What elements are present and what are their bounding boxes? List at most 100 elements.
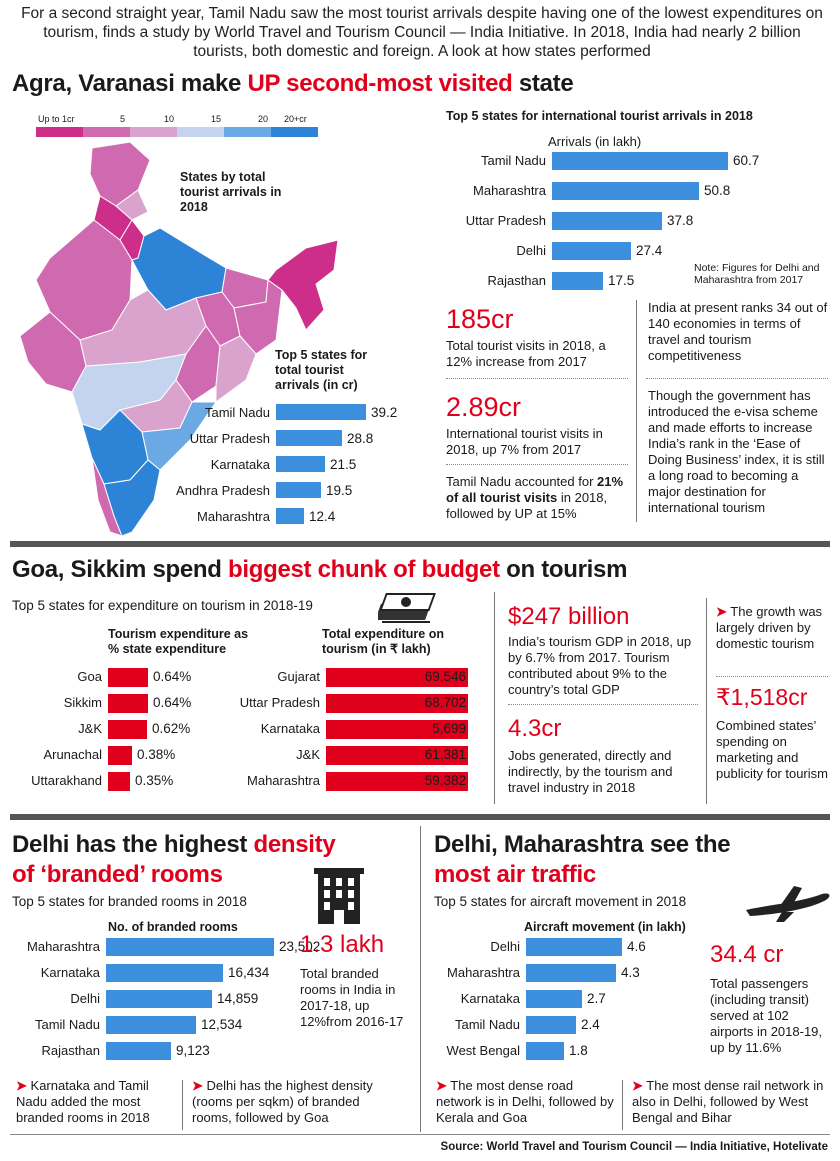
bar-category-label: West Bengal <box>446 1043 520 1058</box>
bar <box>526 990 582 1008</box>
bar-value-label: 69,546 <box>424 669 466 684</box>
intro-text: For a second straight year, Tamil Nadu s… <box>21 5 823 60</box>
bar <box>526 938 622 956</box>
title-highlight: most air traffic <box>434 861 596 888</box>
side-ranking-text: India at present ranks 34 out of 140 eco… <box>648 300 828 363</box>
legend-tick: 20 <box>258 114 269 124</box>
bar-category-label: Karnataka <box>210 457 270 472</box>
bar-value-label: 0.62% <box>152 721 191 736</box>
bar-value-label: 2.7 <box>587 991 606 1006</box>
legend-tick: 5 <box>120 114 126 124</box>
road-network-note: ➤ The most dense road network is in Delh… <box>436 1078 616 1126</box>
intl-note: Note: Figures for Delhi and Maharashtra … <box>694 262 820 286</box>
bar-category-label: Uttar Pradesh <box>189 431 270 446</box>
rooms-note-density: ➤ Delhi has the highest density (rooms p… <box>192 1078 402 1126</box>
divider <box>508 704 698 705</box>
title-part: Delhi has the highest <box>12 831 254 858</box>
bar-value-label: 0.64% <box>153 695 192 710</box>
rooms-note-density-text: Delhi has the highest density (rooms per… <box>192 1078 373 1125</box>
text-part: in 2018, followed by UP at 15% <box>446 490 608 521</box>
stat-intl-visits: 2.89cr <box>446 392 522 422</box>
legend-tick: 20+cr <box>284 114 307 124</box>
aircraft-chart-title: Aircraft movement (in lakh) <box>524 920 686 934</box>
bar <box>552 242 631 260</box>
rooms-note-added: ➤ Karnataka and Tamil Nadu added the mos… <box>16 1078 176 1126</box>
bar-category-label: Tamil Nadu <box>480 153 546 168</box>
title-part: state <box>512 70 574 97</box>
stat-jobs: 4.3cr <box>508 715 562 742</box>
divider <box>446 378 628 379</box>
bar-category-label: Arunachal <box>43 747 102 762</box>
bar-value-label: 50.8 <box>704 183 731 198</box>
bar <box>326 772 468 791</box>
section1-title: Agra, Varanasi make UP second-most visit… <box>12 70 574 98</box>
divider <box>716 676 828 677</box>
bar-category-label: Rajasthan <box>41 1043 100 1058</box>
divider <box>622 1080 623 1130</box>
bar-value-label: 2.4 <box>581 1017 600 1032</box>
divider <box>636 300 637 522</box>
bar-value-label: 16,434 <box>228 965 270 980</box>
section4-subtitle: Top 5 states for aircraft movement in 20… <box>434 894 687 909</box>
divider <box>706 598 707 804</box>
stat-total-visits: 185cr <box>446 304 514 334</box>
title-part: Delhi, Maharashtra see the <box>434 831 731 858</box>
bar-category-label: Maharashtra <box>447 965 520 980</box>
hotel-building-icon <box>314 868 364 924</box>
rooms-chart-title: No. of branded rooms <box>108 920 238 934</box>
bar-category-label: Tamil Nadu <box>34 1017 100 1032</box>
bar <box>552 152 728 170</box>
bar-value-label: 0.35% <box>135 773 174 788</box>
india-choropleth-map <box>20 141 339 537</box>
bar-value-label: 14,859 <box>217 991 259 1006</box>
bar <box>108 668 148 687</box>
arrow-icon: ➤ <box>632 1078 643 1093</box>
bar-value-label: 37.8 <box>667 213 694 228</box>
bar <box>276 508 304 524</box>
bar-value-label: 9,123 <box>176 1043 210 1058</box>
arrow-icon: ➤ <box>16 1078 27 1093</box>
bar-category-label: Uttarakhand <box>31 773 102 788</box>
stat-branded-rooms: 1.3 lakh <box>300 931 385 958</box>
title-part: on tourism <box>499 556 628 583</box>
money-stack-icon <box>378 593 436 623</box>
bar-value-label: 23,502 <box>279 939 321 954</box>
bar-category-label: Sikkim <box>63 695 102 710</box>
bar-value-label: 4.3 <box>621 965 640 980</box>
bar-value-label: 17.5 <box>608 273 635 288</box>
bar <box>552 272 603 290</box>
title-part: Agra, Varanasi make <box>12 70 248 97</box>
legend-tick: 15 <box>211 114 222 124</box>
bar-value-label: 12,534 <box>201 1017 243 1032</box>
bar-category-label: Tamil Nadu <box>454 1017 520 1032</box>
stat-marketing-spend: ₹1,518cr <box>716 684 808 710</box>
stat-branded-rooms-text: Total branded rooms in India in 2017-18,… <box>300 966 404 1029</box>
title-highlight: density <box>253 831 336 858</box>
bar-value-label: 12.4 <box>309 509 336 524</box>
section3-subtitle: Top 5 states for branded rooms in 2018 <box>12 894 247 909</box>
bar-value-label: 0.38% <box>137 747 176 762</box>
bar <box>326 746 468 765</box>
arrow-icon: ➤ <box>192 1078 203 1093</box>
legend-tick: 10 <box>164 114 175 124</box>
bar-category-label: Karnataka <box>460 991 520 1006</box>
growth-note-text: The growth was largely driven by domesti… <box>716 604 823 651</box>
bar <box>276 430 342 446</box>
airplane-icon <box>746 886 830 922</box>
bar <box>106 1016 196 1034</box>
bar <box>108 746 132 765</box>
section-divider <box>10 814 830 820</box>
bar <box>526 1042 564 1060</box>
legend-tick: Up to 1cr <box>38 114 75 124</box>
bar-category-label: Andhra Pradesh <box>176 483 270 498</box>
bar-value-label: 4.6 <box>627 939 646 954</box>
divider <box>182 1080 183 1130</box>
bar-value-label: 27.4 <box>636 243 663 258</box>
bar <box>526 964 616 982</box>
bar <box>108 720 147 739</box>
bar-value-label: 1.8 <box>569 1043 588 1058</box>
bar-category-label: Maharashtra <box>247 773 320 788</box>
bar-category-label: Delhi <box>516 243 546 258</box>
abs-chart-title: Total expenditure on tourism (in ₹ lakh) <box>322 627 444 656</box>
bar <box>106 990 212 1008</box>
